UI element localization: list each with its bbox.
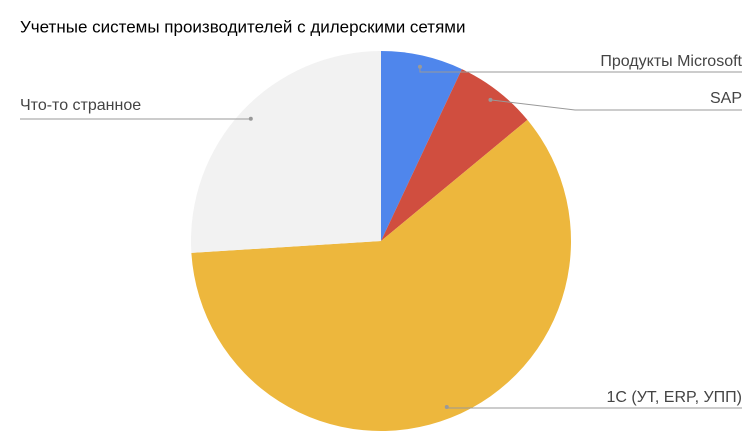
leader-line (490, 99, 742, 111)
slice-label: 1С (УТ, ERP, УПП) (607, 389, 743, 406)
leader-line (446, 407, 742, 409)
leader-dot (488, 97, 493, 102)
pie-slice (191, 51, 381, 253)
leader-dot (417, 64, 422, 69)
chart-title: Учетные системы производителей с дилерск… (20, 17, 466, 36)
pie-slice (381, 51, 462, 241)
slice-label: Что-то странное (20, 97, 141, 114)
slice-label: SAP (710, 90, 742, 107)
slice-label: Продукты Microsoft (600, 53, 742, 70)
pie-slice (381, 69, 528, 242)
pie-slice (191, 119, 571, 431)
leader-dot (248, 116, 253, 121)
leader-dot (444, 405, 449, 410)
